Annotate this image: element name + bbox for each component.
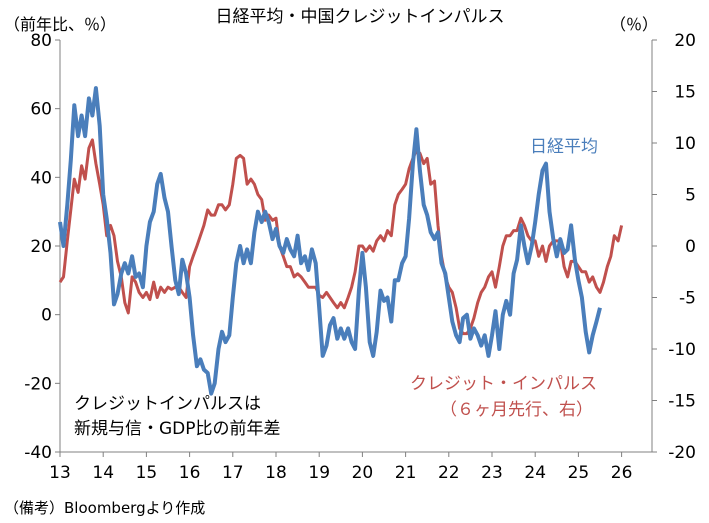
x-tick-label: 22 <box>438 463 460 483</box>
x-tick-label: 21 <box>395 463 417 483</box>
x-tick-label: 15 <box>136 463 158 483</box>
right-tick-label: 10 <box>674 134 696 154</box>
nikkei-line <box>58 86 602 396</box>
annotation-line-2: 新規与信・GDP比の前年差 <box>74 419 281 439</box>
credit-impulse-line <box>58 138 624 336</box>
footnote: （備考）Bloombergより作成 <box>4 499 205 517</box>
x-tick-label: 16 <box>179 463 201 483</box>
right-tick-label: -10 <box>668 340 696 360</box>
x-tick-label: 18 <box>265 463 287 483</box>
left-tick-label: 60 <box>30 100 52 120</box>
x-tick-label: 24 <box>524 463 546 483</box>
left-axis-unit-label: （前年比、％） <box>4 15 116 34</box>
left-tick-label: 80 <box>30 31 52 51</box>
right-tick-label: 0 <box>685 237 696 257</box>
left-tick-label: 0 <box>41 306 52 326</box>
x-tick-label: 14 <box>92 463 114 483</box>
right-tick-label: 15 <box>674 83 696 103</box>
left-tick-label: 20 <box>30 237 52 257</box>
right-axis-unit-label: （％） <box>610 15 658 34</box>
x-axis-ticks: 13 14 15 16 17 18 19 20 21 22 23 24 25 26 <box>49 452 632 483</box>
right-axis-ticks: 20 15 10 5 0 -5 -10 -15 -20 <box>652 31 696 463</box>
right-tick-label: -5 <box>679 289 696 309</box>
credit-impulse-series-sublabel: （６ヶ月先行、右） <box>440 400 593 420</box>
x-tick-label: 25 <box>568 463 590 483</box>
chart-title: 日経平均・中国クレジットインパルス <box>216 7 505 27</box>
annotation-line-1: クレジットインパルスは <box>74 394 261 414</box>
x-tick-label: 26 <box>611 463 633 483</box>
x-tick-label: 20 <box>352 463 374 483</box>
x-tick-label: 13 <box>49 463 71 483</box>
right-tick-label: 5 <box>685 186 696 206</box>
nikkei-series-label: 日経平均 <box>530 137 598 157</box>
left-tick-label: -20 <box>24 374 52 394</box>
right-tick-label: -20 <box>668 443 696 463</box>
left-axis-ticks: 80 60 40 20 0 -20 -40 <box>24 31 60 463</box>
x-tick-label: 19 <box>308 463 330 483</box>
left-tick-label: -40 <box>24 443 52 463</box>
right-tick-label: 20 <box>674 31 696 51</box>
x-tick-label: 17 <box>222 463 244 483</box>
x-tick-label: 23 <box>481 463 503 483</box>
left-tick-label: 40 <box>30 168 52 188</box>
right-tick-label: -15 <box>668 392 696 412</box>
credit-impulse-series-label: クレジット・インパルス <box>410 374 597 394</box>
